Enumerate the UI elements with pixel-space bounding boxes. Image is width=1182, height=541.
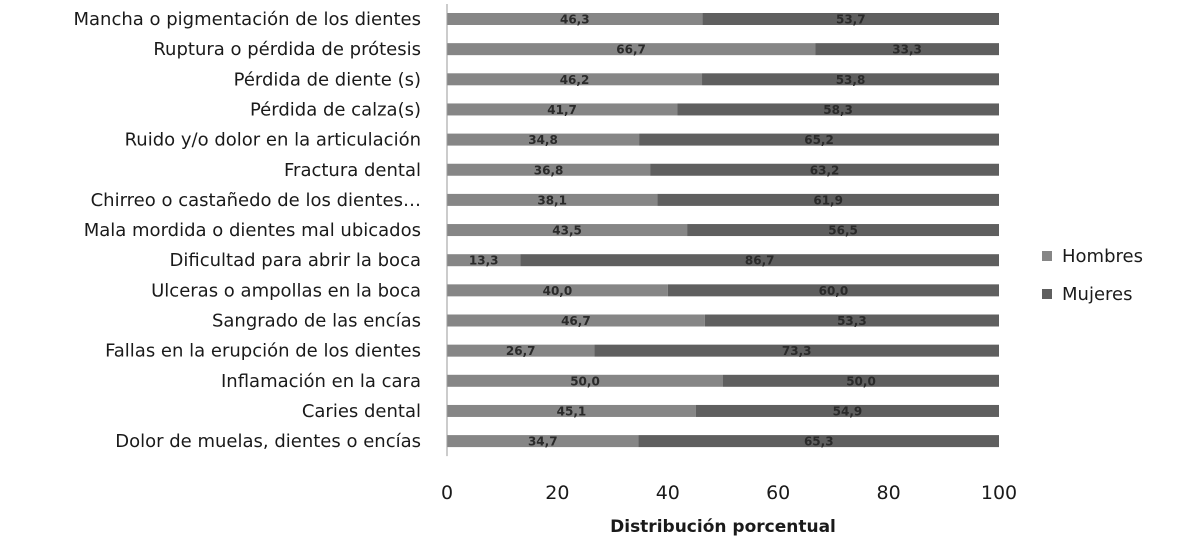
data-label-hombres: 13,3: [469, 254, 499, 268]
data-label-mujeres: 65,3: [804, 435, 834, 449]
data-label-hombres: 34,8: [528, 133, 558, 147]
bar-mujeres: [650, 163, 999, 176]
x-axis-title: Distribución porcentual: [610, 517, 836, 537]
data-label-mujeres: 56,5: [828, 224, 858, 238]
legend-swatch-mujeres: [1042, 289, 1052, 299]
legend-swatch-hombres: [1042, 251, 1052, 261]
legend: Hombres Mujeres: [1042, 246, 1143, 305]
data-label-hombres: 36,8: [534, 163, 564, 177]
bar-hombres: [447, 314, 705, 327]
category-label: Mancha o pigmentación de los dientes: [73, 9, 421, 30]
bars-group: [447, 13, 999, 448]
bar-hombres: [447, 163, 651, 176]
category-label: Fractura dental: [284, 160, 421, 181]
category-label: Ruptura o pérdida de prótesis: [153, 39, 421, 60]
bar-hombres: [447, 344, 595, 357]
bar-hombres: [447, 254, 521, 267]
bar-hombres: [447, 73, 703, 86]
data-label-mujeres: 33,3: [892, 43, 922, 57]
data-label-mujeres: 53,8: [836, 73, 866, 87]
data-label-mujeres: 58,3: [823, 103, 853, 117]
bar-mujeres: [704, 314, 999, 327]
bar-mujeres: [657, 193, 999, 206]
legend-label-hombres: Hombres: [1062, 246, 1143, 267]
category-label: Sangrado de las encías: [212, 311, 421, 332]
data-label-mujeres: 86,7: [745, 254, 775, 268]
data-label-mujeres: 73,3: [782, 344, 812, 358]
category-label: Ruido y/o dolor en la articulación: [125, 130, 421, 151]
bar-hombres: [447, 435, 639, 448]
bar-mujeres: [687, 224, 999, 237]
x-tick-label: 80: [877, 482, 901, 504]
bar-mujeres: [638, 435, 999, 448]
data-label-mujeres: 54,9: [833, 404, 863, 418]
data-label-hombres: 46,2: [560, 73, 590, 87]
category-labels: Mancha o pigmentación de los dientes Rupt…: [73, 9, 421, 452]
data-label-hombres: 45,1: [557, 404, 587, 418]
data-label-mujeres: 61,9: [813, 193, 843, 207]
data-label-mujeres: 50,0: [846, 374, 876, 388]
data-label-hombres: 43,5: [552, 224, 582, 238]
data-label-hombres: 26,7: [506, 344, 536, 358]
category-label: Dificultad para abrir la boca: [170, 250, 421, 271]
category-label: Inflamación en la cara: [221, 371, 421, 392]
bar-mujeres: [520, 254, 999, 267]
category-label: Chirreo o castañedo de los dientes…: [91, 190, 421, 211]
bar-hombres: [447, 404, 696, 417]
bar-mujeres: [702, 73, 999, 86]
data-label-mujeres: 60,0: [819, 284, 849, 298]
category-label: Caries dental: [302, 401, 421, 422]
data-label-hombres: 34,7: [528, 435, 558, 449]
x-tick-labels: 0 20 40 60 80 100: [441, 482, 1017, 504]
x-tick-label: 20: [545, 482, 569, 504]
bar-hombres: [447, 13, 703, 25]
data-label-hombres: 46,3: [560, 13, 590, 27]
category-label: Fallas en la erupción de los dientes: [105, 341, 421, 362]
category-label: Mala mordida o dientes mal ubicados: [84, 220, 421, 241]
category-label: Pérdida de calza(s): [250, 99, 421, 120]
data-label-hombres: 40,0: [543, 284, 573, 298]
x-tick-label: 60: [766, 482, 790, 504]
data-label-hombres: 46,7: [561, 314, 591, 328]
x-tick-label: 0: [441, 482, 453, 504]
bar-mujeres: [815, 43, 999, 56]
x-tick-label: 40: [656, 482, 680, 504]
bar-hombres: [447, 43, 816, 56]
legend-label-mujeres: Mujeres: [1062, 284, 1132, 305]
category-label: Dolor de muelas, dientes o encías: [115, 431, 421, 452]
data-label-mujeres: 63,2: [810, 163, 840, 177]
category-label: Pérdida de diente (s): [234, 69, 421, 90]
bar-mujeres: [639, 133, 999, 146]
bar-mujeres: [695, 404, 999, 417]
bar-hombres: [447, 374, 723, 387]
x-tick-label: 100: [981, 482, 1017, 504]
bar-hombres: [447, 284, 668, 297]
data-label-mujeres: 65,2: [804, 133, 834, 147]
bar-mujeres: [702, 13, 999, 25]
data-label-hombres: 41,7: [547, 103, 577, 117]
data-label-mujeres: 53,7: [836, 13, 866, 27]
bar-hombres: [447, 193, 658, 206]
bar-mujeres: [677, 103, 999, 116]
bar-mujeres: [594, 344, 999, 357]
category-label: Ulceras o ampollas en la boca: [151, 280, 421, 301]
data-labels: 46,3 53,7 66,7 33,3 46,2 53,8 41,7 58,3 34,8 65,2…: [469, 13, 922, 449]
bar-mujeres: [723, 374, 999, 387]
data-label-mujeres: 53,3: [837, 314, 867, 328]
data-label-hombres: 38,1: [537, 193, 567, 207]
bar-mujeres: [667, 284, 999, 297]
data-label-hombres: 66,7: [616, 43, 646, 57]
bar-hombres: [447, 133, 640, 146]
bar-hombres: [447, 103, 678, 116]
data-label-hombres: 50,0: [570, 374, 600, 388]
bar-hombres: [447, 224, 688, 237]
